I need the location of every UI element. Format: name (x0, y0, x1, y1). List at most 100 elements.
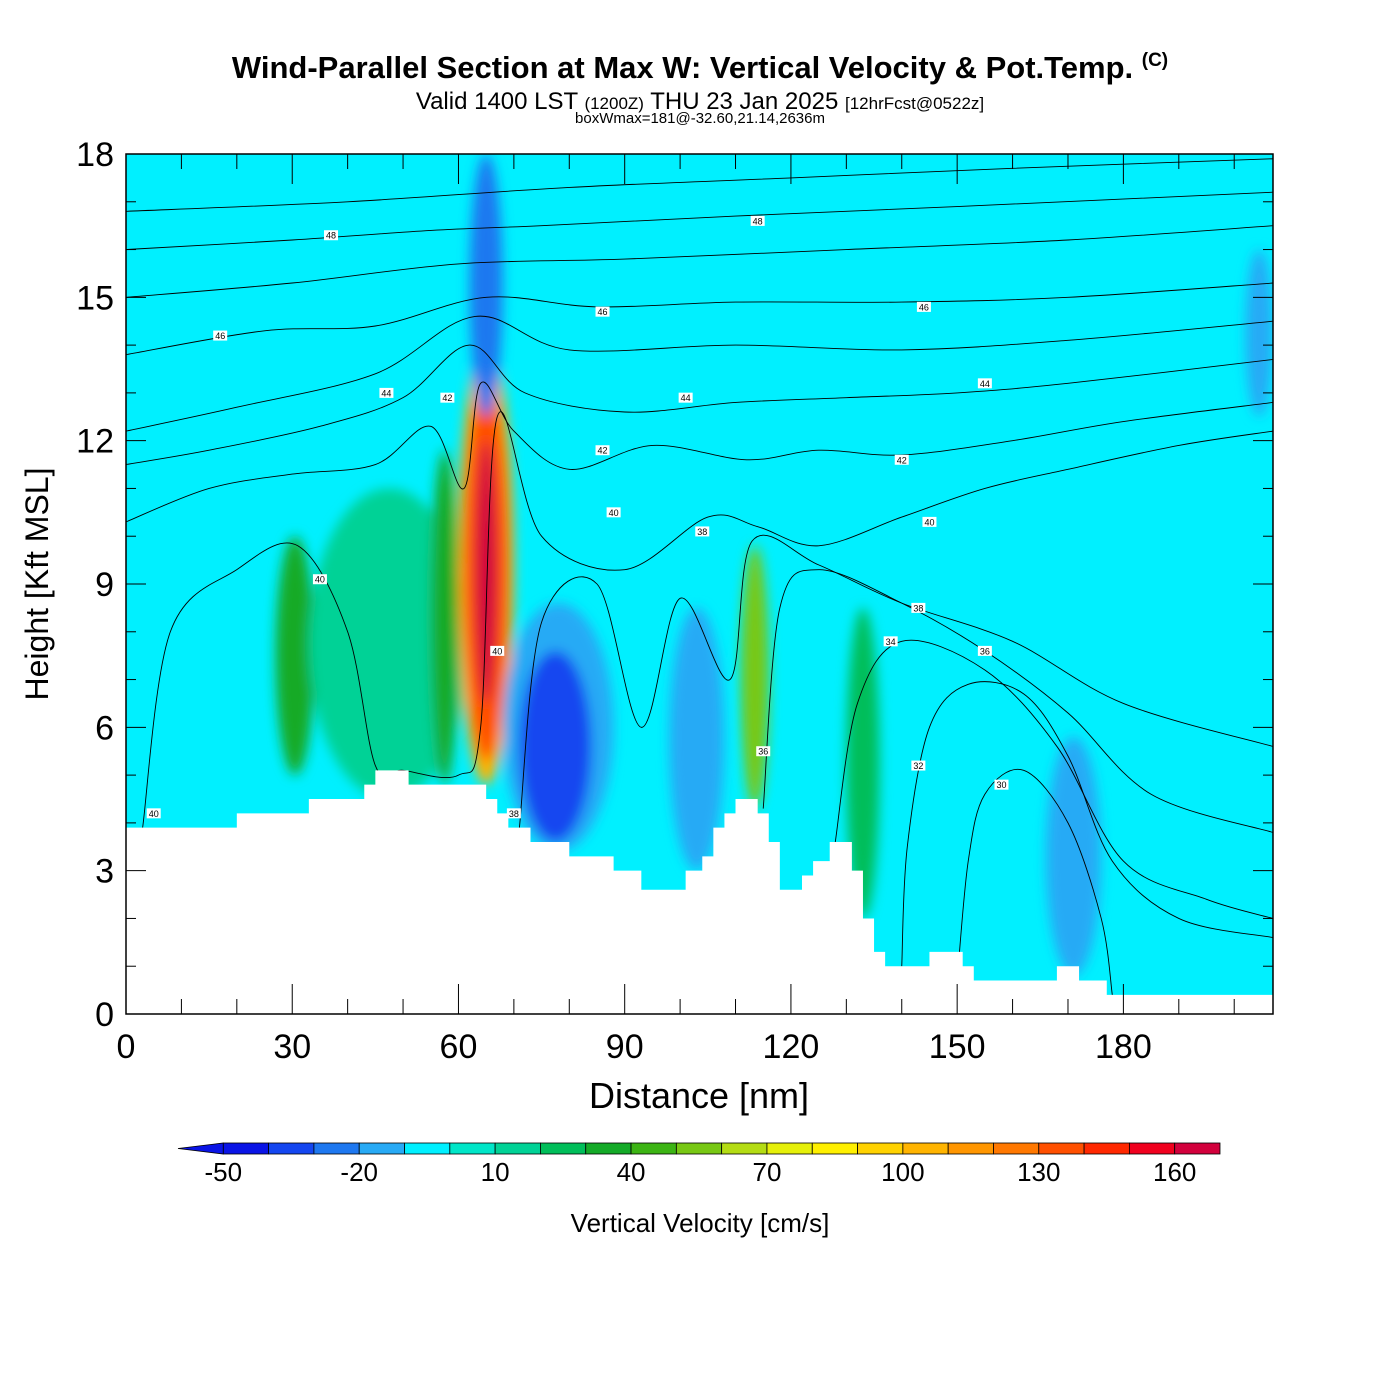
velocity-cell (430, 450, 459, 785)
x-tick-label: 120 (763, 1028, 820, 1066)
colorbar-low-end (177, 1142, 224, 1155)
colorbar-swatch (1083, 1142, 1130, 1155)
colorbar-swatch (857, 1142, 904, 1155)
contour-label: 44 (379, 387, 394, 398)
chart-subtitle: Valid 1400 LST (1200Z) THU 23 Jan 2025 [… (0, 88, 1400, 116)
contour-label: 38 (506, 808, 521, 819)
contour-label: 48 (324, 230, 339, 241)
contour-label-bg (606, 507, 621, 518)
contour-label-text: 38 (697, 527, 707, 537)
colorbar (177, 1142, 1221, 1155)
colorbar-swatch (222, 1142, 270, 1155)
contour-label: 30 (994, 779, 1009, 790)
velocity-cell (519, 650, 592, 842)
contour-label: 36 (977, 645, 992, 656)
contour-label-text: 40 (315, 575, 325, 585)
contour-label-text: 42 (897, 455, 907, 465)
x-axis-label: Distance [nm] (589, 1075, 809, 1116)
contour-label-text: 32 (913, 761, 923, 771)
contour-label: 40 (146, 808, 161, 819)
chart-title-text: Wind-Parallel Section at Max W: Vertical… (231, 50, 1134, 85)
contour-label-text: 44 (381, 388, 391, 398)
contour-label-text: 40 (609, 508, 619, 518)
terrain (126, 770, 1273, 1014)
colorbar-tick-label: -50 (205, 1157, 243, 1187)
theta-contour (834, 639, 1273, 919)
colorbar-swatch (811, 1142, 858, 1155)
y-tick-label: 0 (95, 996, 114, 1034)
colorbar-swatch (585, 1142, 632, 1155)
contour-label-text: 46 (598, 307, 608, 317)
colorbar-tick-label: 100 (881, 1157, 924, 1187)
theta-contour (126, 282, 1273, 356)
contour-label: 40 (490, 645, 505, 656)
theta-contour (762, 569, 1273, 833)
contour-label-bg (490, 645, 505, 656)
theta-contour (126, 191, 1273, 251)
contour-label-text: 42 (442, 393, 452, 403)
velocity-cell (1245, 249, 1273, 417)
colorbar-tick-label: 70 (752, 1157, 781, 1187)
velocity-cell (469, 154, 503, 417)
contour-label: 48 (750, 215, 765, 226)
contour-label-text: 46 (215, 331, 225, 341)
contour-label-text: 36 (980, 646, 990, 656)
theta-contour (126, 344, 1273, 465)
contour-label: 44 (678, 392, 693, 403)
contour-label-text: 46 (919, 302, 929, 312)
colorbar-swatch (313, 1142, 360, 1155)
contour-label: 46 (916, 301, 931, 312)
colorbar-tick-label: 130 (1017, 1157, 1060, 1187)
contour-label: 36 (756, 746, 771, 757)
contour-label-bg (977, 645, 992, 656)
contour-label: 42 (595, 445, 610, 456)
velocity-cell (1045, 736, 1102, 976)
theta-contour (126, 225, 1273, 298)
colorbar-label: Vertical Velocity [cm/s] (571, 1208, 830, 1238)
valid-date: THU 23 Jan 2025 (650, 88, 839, 115)
y-axis-tick-labels: 0 3 6 9 12 15 18 (76, 136, 114, 1034)
y-tick-label: 15 (76, 279, 114, 317)
colorbar-swatch (947, 1142, 994, 1155)
contour-label-bg (379, 387, 394, 398)
theta-contour (126, 315, 1273, 432)
chart-title: Wind-Parallel Section at Max W: Vertical… (0, 50, 1400, 86)
x-tick-label: 60 (440, 1028, 478, 1066)
contour-labels: 48 46 44 42 48 46 46 44 44 42 42 40 40 38 38 36 34 32 30 40… (146, 215, 1009, 819)
x-tick-label: 0 (117, 1028, 136, 1066)
contour-label: 38 (911, 602, 926, 613)
contour-label-bg (595, 445, 610, 456)
contour-label-text: 44 (980, 379, 990, 389)
contour-label: 40 (312, 574, 327, 585)
contour-label-bg (213, 330, 228, 341)
x-tick-label: 30 (273, 1028, 311, 1066)
x-tick-label: 150 (929, 1028, 986, 1066)
contour-label-bg (440, 392, 455, 403)
contour-label-bg (312, 574, 327, 585)
contour-label-text: 48 (753, 216, 763, 226)
y-tick-label: 3 (95, 853, 114, 891)
axis-ticks (125, 153, 1273, 1015)
contour-label-bg (506, 808, 521, 819)
forecast-info: [12hrFcst@0522z] (844, 94, 985, 113)
colorbar-swatch (1038, 1142, 1085, 1155)
x-tick-label: 180 (1095, 1028, 1152, 1066)
contour-label-bg (695, 526, 710, 537)
colorbar-tick-label: 40 (617, 1157, 646, 1187)
velocity-field (170, 154, 1273, 976)
y-tick-label: 9 (95, 566, 114, 604)
colorbar-swatch (630, 1142, 677, 1155)
y-tick-label: 12 (76, 423, 114, 461)
valid-utc: (1200Z) (584, 94, 644, 113)
colorbar-swatch (268, 1142, 315, 1155)
contour-label-bg (916, 301, 931, 312)
colorbar-swatch (1174, 1142, 1221, 1155)
contour-label: 32 (911, 760, 926, 771)
contour-label-text: 44 (681, 393, 691, 403)
max-w-note: boxWmax=181@-32.60,21.14,2636m (575, 110, 825, 127)
contour-label-text: 30 (996, 780, 1006, 790)
contour-label-bg (922, 516, 937, 527)
contour-label-bg (911, 602, 926, 613)
contour-label-text: 34 (886, 637, 896, 647)
contour-label-text: 48 (326, 231, 336, 241)
